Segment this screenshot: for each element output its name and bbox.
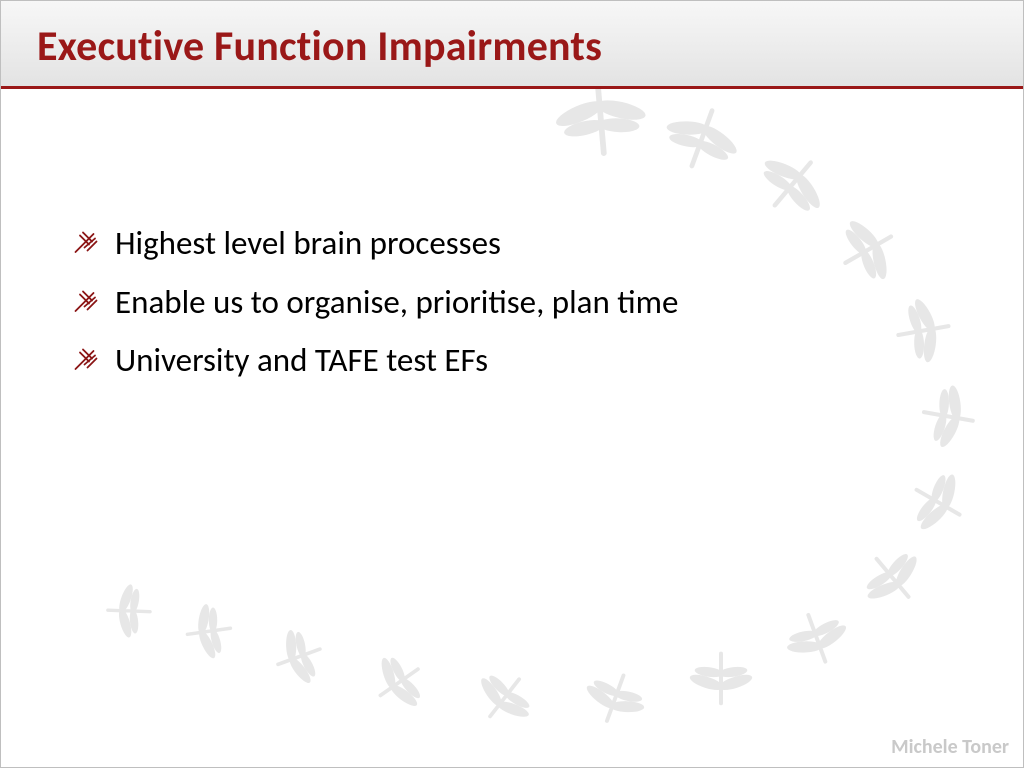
dragonfly-icon bbox=[71, 287, 101, 317]
bullet-item: Highest level brain processes bbox=[71, 221, 951, 266]
bullet-text: Enable us to organise, prioritise, plan … bbox=[115, 280, 678, 325]
slide: Executive Function Impairments Highest l… bbox=[0, 0, 1024, 768]
bullet-text: University and TAFE test EFs bbox=[115, 338, 488, 383]
bullet-text: Highest level brain processes bbox=[115, 221, 501, 266]
bullet-item: University and TAFE test EFs bbox=[71, 338, 951, 383]
bullet-item: Enable us to organise, prioritise, plan … bbox=[71, 280, 951, 325]
dragonfly-icon bbox=[71, 228, 101, 258]
dragonfly-icon bbox=[71, 345, 101, 375]
slide-body: Highest level brain processes Enable us … bbox=[71, 221, 951, 397]
slide-title: Executive Function Impairments bbox=[37, 21, 602, 72]
footer-author: Michele Toner bbox=[891, 735, 1009, 759]
header-band: Executive Function Impairments bbox=[1, 1, 1023, 89]
